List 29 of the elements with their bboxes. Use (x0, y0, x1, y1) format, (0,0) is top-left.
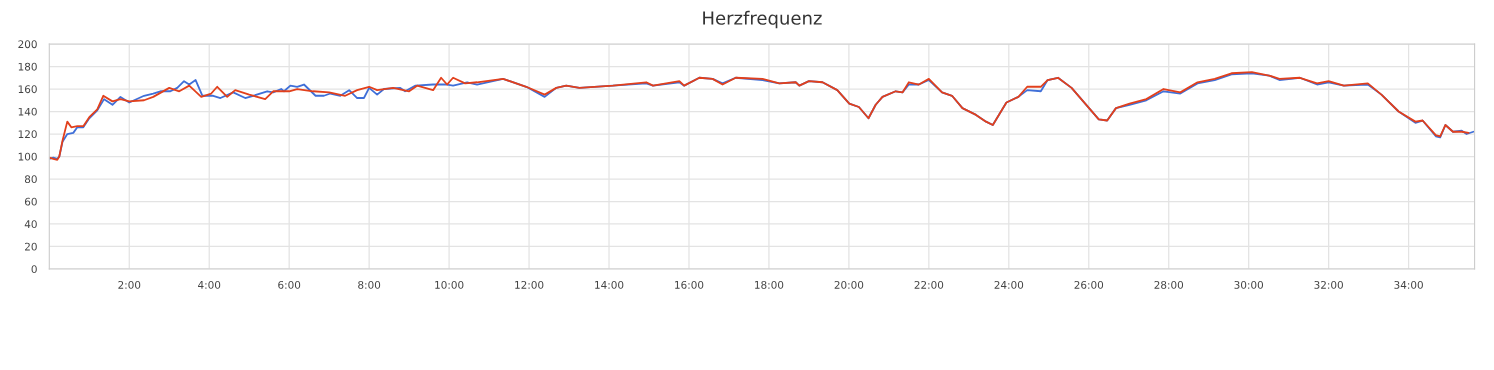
y-tick-label: 40 (24, 220, 37, 229)
chart-title: Herzfrequenz (703, 10, 822, 29)
y-tick-label: 100 (18, 152, 37, 161)
x-tick-label: 18:00 (755, 280, 784, 289)
x-tick-label: 8:00 (358, 280, 381, 289)
y-tick-label: 60 (24, 197, 37, 206)
x-tick-label: 34:00 (1394, 280, 1423, 289)
x-tick-label: 14:00 (595, 280, 624, 289)
y-tick-label: 20 (25, 242, 37, 251)
x-tick-label: 30:00 (1234, 280, 1264, 289)
x-tick-label: 20:00 (834, 280, 864, 289)
x-tick-label: 32:00 (1314, 280, 1343, 289)
x-tick-label: 12:00 (515, 280, 544, 289)
y-tick-label: 160 (18, 85, 37, 94)
x-tick-label: 22:00 (914, 280, 944, 289)
x-tick-label: 28:00 (1154, 280, 1184, 289)
y-tick-label: 200 (18, 40, 37, 49)
x-tick-label: 16:00 (675, 280, 704, 289)
y-tick-label: 0 (31, 265, 37, 274)
x-tick-label: 6:00 (278, 280, 301, 289)
x-tick-label: 2:00 (118, 280, 141, 289)
y-tick-label: 120 (18, 130, 37, 139)
y-tick-label: 80 (24, 175, 37, 184)
y-tick-label: 140 (18, 107, 37, 116)
x-tick-label: 10:00 (435, 280, 464, 289)
x-tick-label: 26:00 (1074, 280, 1104, 289)
y-tick-label: 180 (18, 62, 37, 71)
x-tick-label: 24:00 (994, 280, 1024, 289)
x-tick-label: 4:00 (198, 280, 221, 289)
